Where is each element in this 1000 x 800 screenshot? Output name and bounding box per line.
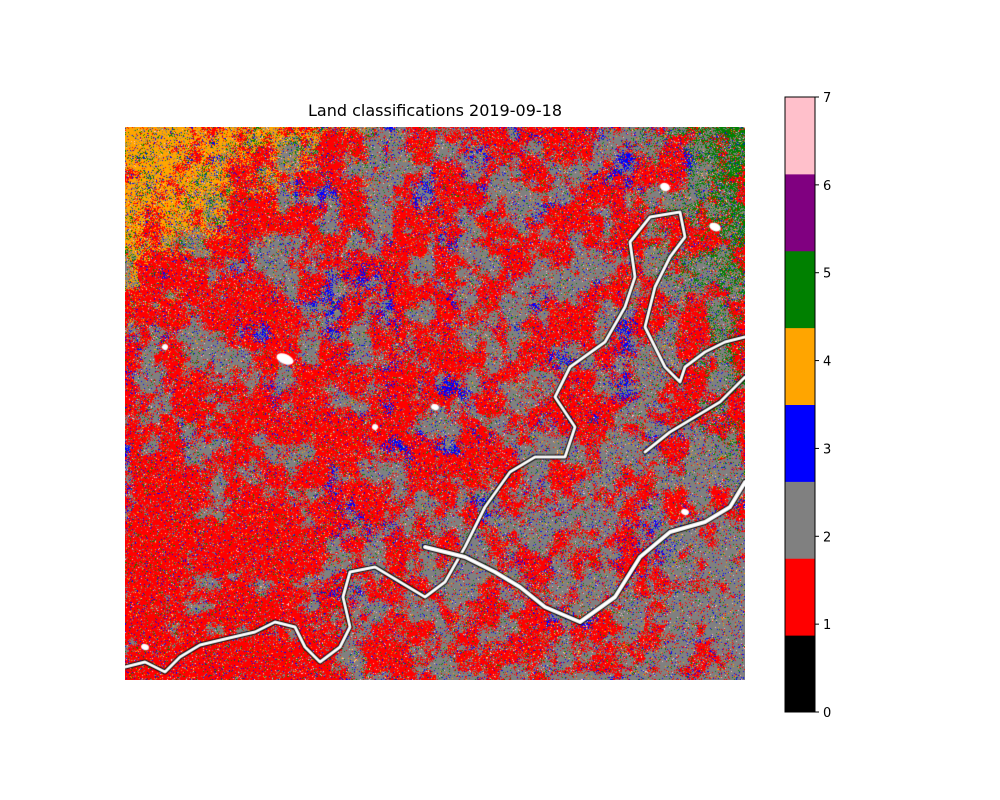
colorbar-tick-label: 7 (823, 91, 831, 106)
colorbar-class-0 (785, 635, 815, 713)
colorbar-class-2 (785, 481, 815, 559)
colorbar-class-4 (785, 327, 815, 405)
colorbar-tick-label: 6 (823, 179, 831, 194)
colorbar-class-1 (785, 558, 815, 636)
colorbar-tick-label: 2 (823, 530, 831, 545)
colorbar-ticks: 0 1 2 3 4 5 6 7 (815, 91, 831, 721)
colorbar-tick-label: 3 (823, 442, 831, 457)
colorbar-tick-label: 5 (823, 267, 831, 282)
colorbar-frame (784, 96, 816, 713)
chart-title: Land classifications 2019-09-18 (308, 101, 562, 120)
colorbar-class-5 (785, 250, 815, 329)
colorbar-class-6 (785, 173, 815, 252)
colorbar-tick-label: 1 (823, 618, 831, 633)
colorbar: 0 1 2 3 4 5 6 7 (784, 91, 831, 721)
colorbar-segments (785, 97, 815, 713)
land-classification-map (125, 127, 745, 680)
colorbar-tick-label: 0 (823, 706, 831, 721)
colorbar-class-3 (785, 404, 815, 482)
colorbar-class-7 (785, 97, 815, 175)
colorbar-tick-label: 4 (823, 355, 831, 370)
